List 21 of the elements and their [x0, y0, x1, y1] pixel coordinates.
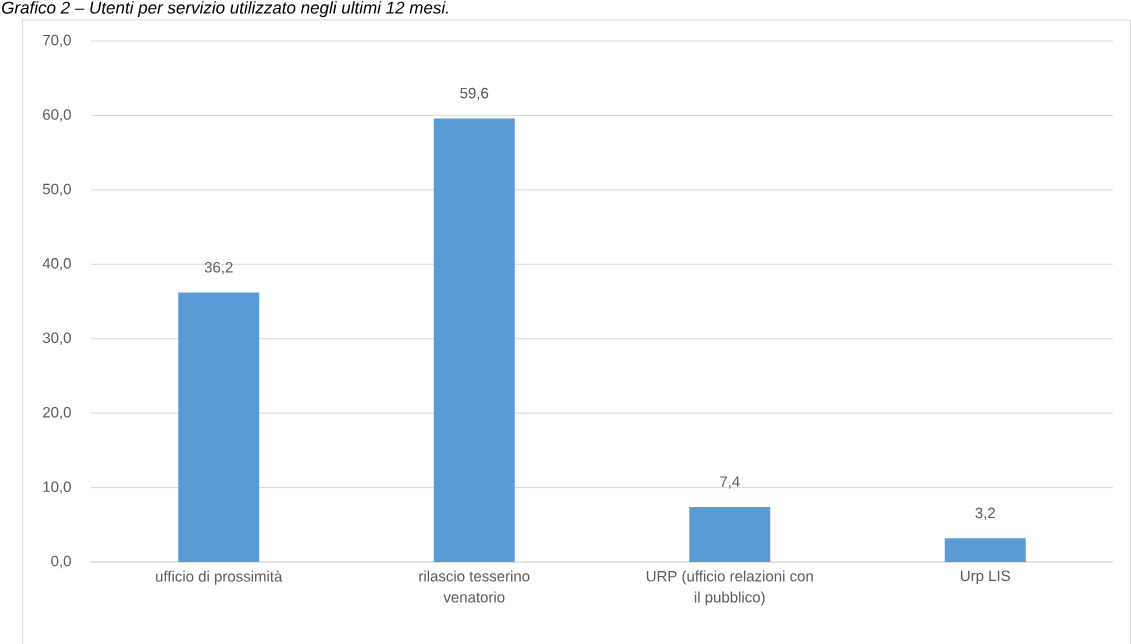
- x-tick-label: Urp LIS: [960, 570, 1010, 585]
- y-tick-label: 50,0: [42, 183, 71, 197]
- y-tick-label: 70,0: [43, 34, 71, 48]
- bar: [178, 292, 260, 562]
- x-tick-label: rilascio tesserino venatorio: [419, 570, 530, 603]
- y-tick-label: 10,0: [43, 481, 71, 494]
- y-tick-label: 40,0: [42, 258, 71, 271]
- y-tick-label: 0,0: [51, 555, 71, 569]
- y-tick-label: 60,0: [43, 109, 71, 122]
- y-tick-label: 30,0: [42, 332, 71, 345]
- data-label: 3,2: [975, 507, 995, 520]
- chart-title: Grafico 2 – Utenti per servizio utilizzato negli ultimi 12 mesi.: [2, 1, 448, 18]
- data-label: 59,6: [460, 87, 489, 101]
- x-tick-label: URP (ufficio relazioni con il pubblico): [646, 570, 813, 606]
- bar: [689, 506, 771, 562]
- x-tick-label: ufficio di prossimità: [156, 570, 283, 585]
- bar: [944, 538, 1026, 562]
- y-tick-label: 20,0: [43, 406, 71, 420]
- data-label: 7,4: [720, 476, 740, 489]
- bar: [433, 118, 515, 562]
- data-label: 36,2: [204, 261, 233, 275]
